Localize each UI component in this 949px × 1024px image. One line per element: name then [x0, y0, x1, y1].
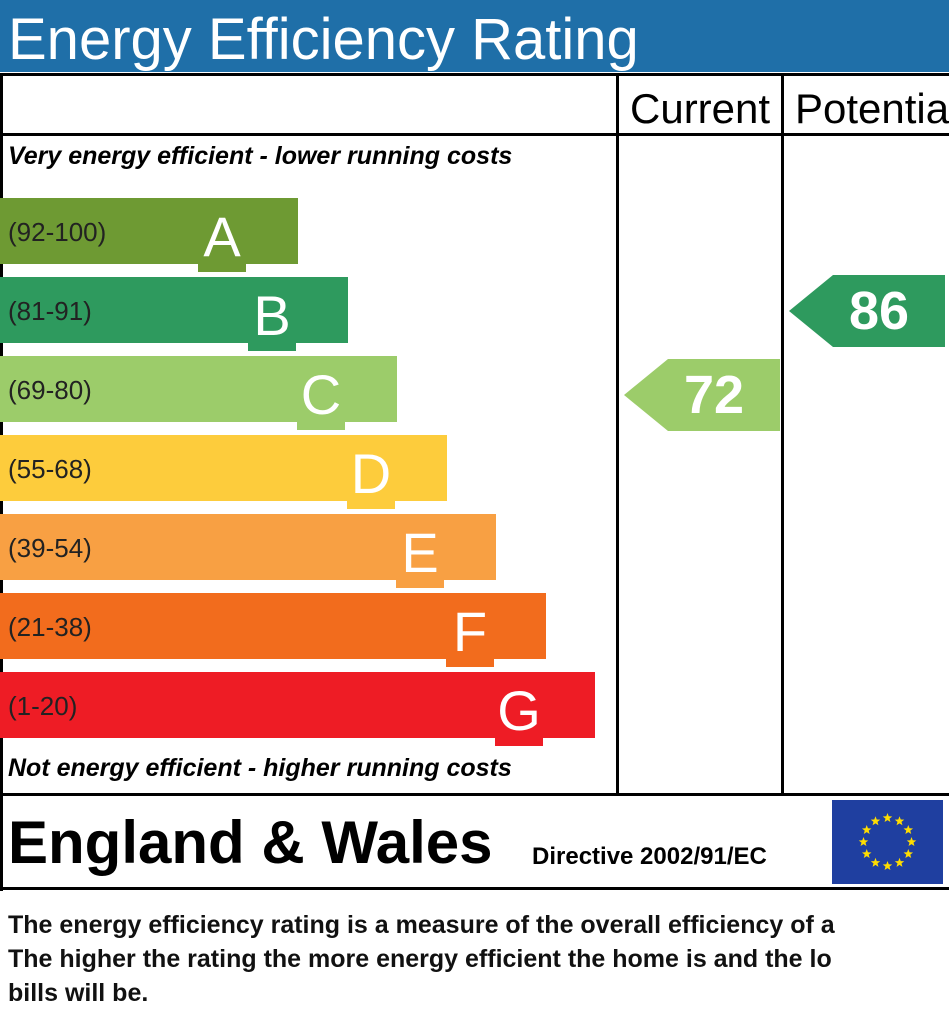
potential-rating-arrow-shape [789, 275, 945, 347]
eu-flag-icon [832, 800, 943, 884]
band-letter-box: F [446, 597, 494, 667]
eu-star [870, 857, 881, 867]
current-rating-arrow-shape [624, 359, 780, 431]
band-letter-box: G [495, 676, 543, 746]
band-letter: G [497, 679, 541, 742]
description: The energy efficiency rating is a measur… [8, 908, 949, 1010]
chart-title: Energy Efficiency Rating [8, 7, 639, 72]
band-range-label: (92-100) [8, 217, 107, 247]
band-letter-box: C [297, 360, 345, 430]
current-rating-arrow-polygon [624, 359, 780, 431]
eu-star [882, 861, 893, 871]
band-letter-box: E [396, 518, 444, 588]
current-rating-arrow-value: 72 [683, 365, 745, 425]
footer-country: England & Wales [8, 809, 493, 876]
band-range-label: (1-20) [8, 691, 78, 721]
eu-star [861, 849, 872, 859]
band-range-label: (55-68) [8, 454, 92, 484]
band-letter: F [452, 600, 488, 663]
eu-star [870, 816, 881, 826]
frame-col-divider-1 [616, 73, 619, 796]
description-line-2: The higher the rating the more energy ef… [8, 945, 832, 973]
frame-top [0, 73, 949, 76]
description-line-3: bills will be. [8, 979, 149, 1007]
bottom-note: Not energy efficient - higher running co… [8, 754, 512, 782]
eu-star [858, 837, 869, 847]
frame-header-divider [0, 133, 949, 136]
footer-directive: Directive 2002/91/EC [532, 843, 767, 870]
band-letter: D [350, 442, 392, 505]
band-g: (1-20) G [0, 672, 595, 746]
frame-bottom [0, 887, 949, 890]
band-b: (81-91) B [0, 277, 348, 351]
band-range-label: (81-91) [8, 296, 92, 326]
eu-star [906, 837, 917, 847]
title-bar: Energy Efficiency Rating [0, 0, 949, 72]
band-letter-box: A [198, 202, 246, 272]
band-letter: A [203, 205, 241, 268]
potential-rating-arrow: 86 [789, 275, 945, 347]
eu-star [894, 857, 905, 867]
band-c: (69-80) C [0, 356, 397, 430]
band-range-label: (21-38) [8, 612, 92, 642]
eu-star [894, 816, 905, 826]
potential-rating-arrow-value: 86 [848, 281, 910, 341]
band-range-label: (69-80) [8, 375, 92, 405]
band-letter-box: D [347, 439, 395, 509]
top-note: Very energy efficient - lower running co… [8, 142, 513, 170]
band-e: (39-54) E [0, 514, 496, 588]
band-letter: B [253, 284, 291, 347]
eu-star [861, 825, 872, 835]
eu-star [903, 825, 914, 835]
frame-col-divider-2 [781, 73, 784, 796]
current-rating-arrow: 72 [624, 359, 780, 431]
potential-rating-arrow-polygon [789, 275, 945, 347]
band-d: (55-68) D [0, 435, 447, 509]
band-f: (21-38) F [0, 593, 546, 667]
band-a: (92-100) A [0, 198, 298, 272]
eu-flag-stars [858, 813, 917, 871]
band-letter-box: B [248, 281, 296, 351]
eu-star [882, 813, 893, 823]
potential-column-heading: Potentia [795, 85, 949, 132]
current-column-heading: Current [630, 85, 771, 132]
band-range-label: (39-54) [8, 533, 92, 563]
band-letter: E [401, 521, 439, 584]
eu-star [903, 849, 914, 859]
band-letter: C [300, 363, 342, 426]
description-line-1: The energy efficiency rating is a measur… [8, 911, 835, 939]
frame-footer-divider [0, 793, 949, 796]
